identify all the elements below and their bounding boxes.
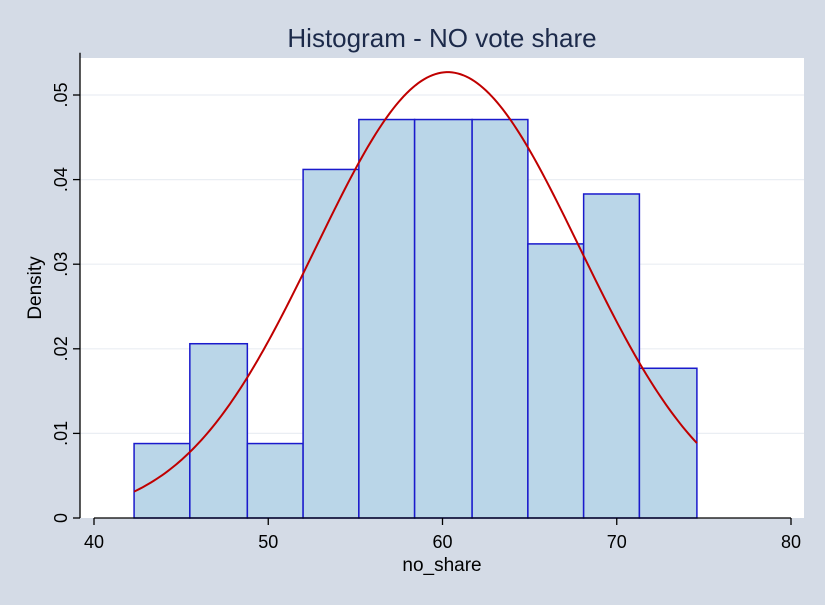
histogram-bar-7 — [471, 118, 529, 519]
x-axis-label: no_share — [402, 555, 481, 576]
x-tick-label-0: 40 — [84, 532, 104, 552]
histogram-bar-2 — [189, 342, 249, 519]
histogram-bar-1 — [133, 442, 191, 519]
chart-title: Histogram - NO vote share — [287, 23, 596, 53]
y-tick-label-4: .04 — [51, 167, 71, 192]
y-axis-label: Density — [25, 256, 46, 320]
histogram-bar-3 — [246, 442, 304, 519]
y-tick-label-2: .02 — [51, 336, 71, 361]
histogram-bar-10 — [638, 367, 698, 519]
histogram-bar-6 — [413, 118, 473, 519]
y-tick-label-1: .01 — [51, 421, 71, 446]
histogram-bar-5 — [358, 118, 416, 519]
y-ticks: 0 .01 .02 .03 .04 .05 — [51, 82, 80, 523]
y-tick-label-0: 0 — [51, 513, 71, 523]
x-tick-label-4: 80 — [781, 532, 801, 552]
histogram-bar-9 — [582, 193, 641, 519]
y-tick-label-3: .03 — [51, 252, 71, 277]
histogram-bar-8 — [527, 243, 585, 519]
x-ticks: 40 50 60 70 80 — [84, 518, 801, 552]
x-tick-label-3: 70 — [607, 532, 627, 552]
normal-density-curve — [133, 71, 698, 493]
x-tick-label-2: 60 — [432, 532, 452, 552]
y-tick-label-5: .05 — [51, 82, 71, 107]
x-tick-label-1: 50 — [258, 532, 278, 552]
histogram-bar-4 — [302, 168, 360, 519]
histogram-bars — [133, 118, 698, 519]
